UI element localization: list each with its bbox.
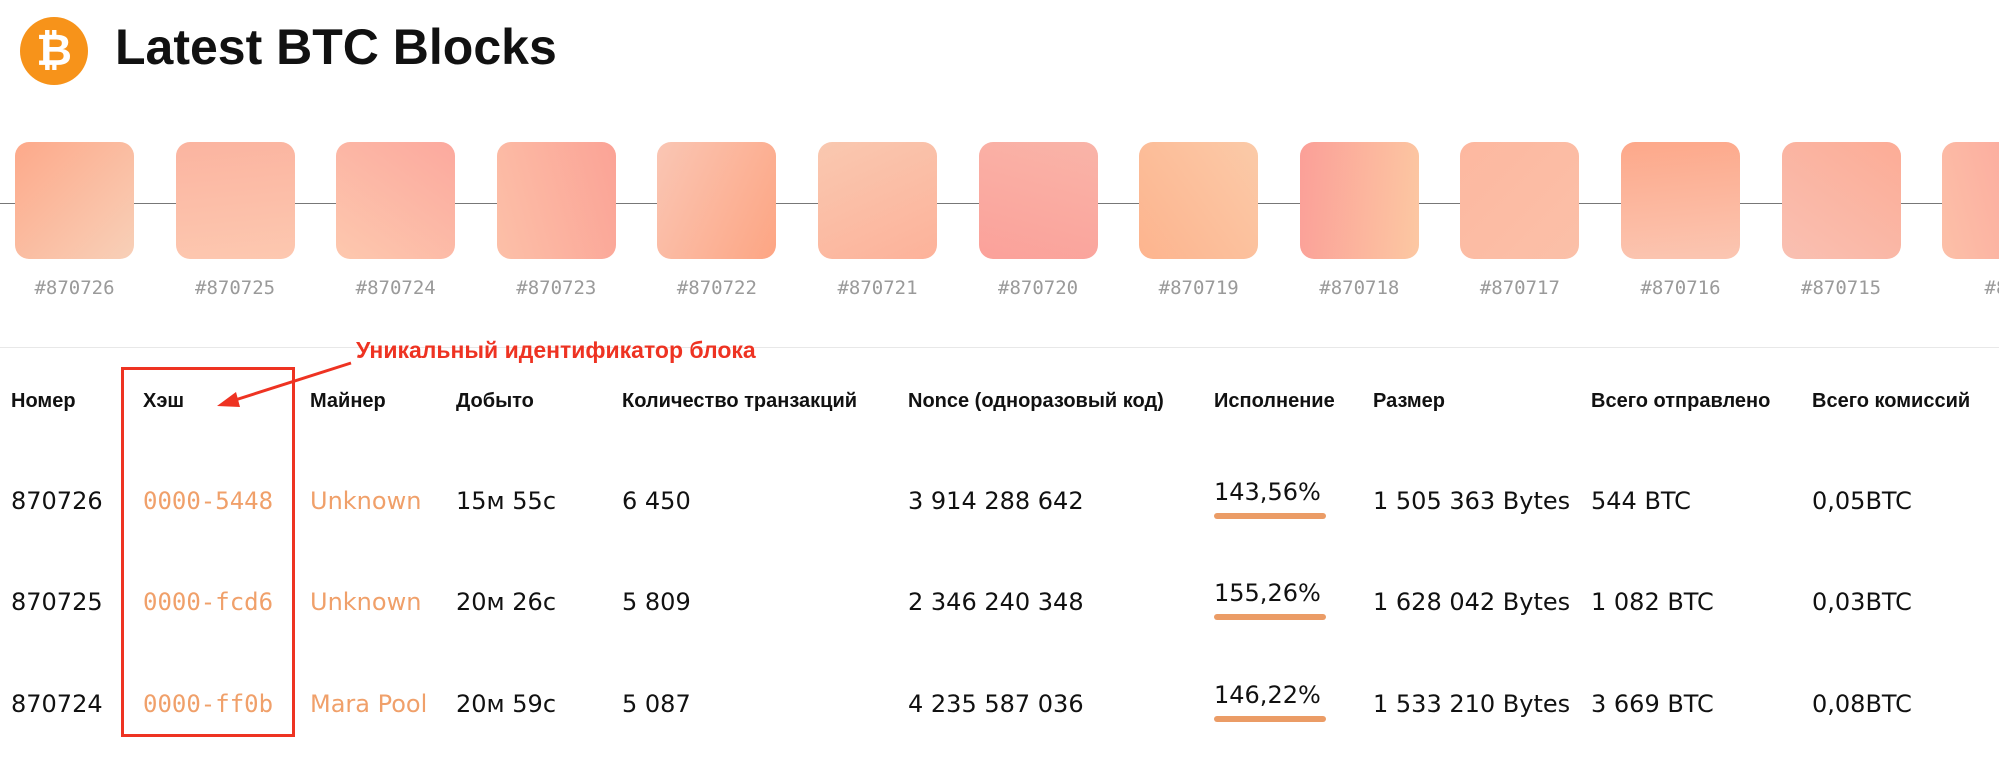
table-cell: 4 235 587 036 xyxy=(908,690,1084,718)
table-cell: 1 628 042 Bytes xyxy=(1373,588,1571,616)
block-label[interactable]: #870715 xyxy=(1801,277,1882,299)
table-cell: 5 809 xyxy=(622,588,691,616)
block-tile[interactable] xyxy=(175,142,295,259)
page-title: Latest BTC Blocks xyxy=(115,19,557,75)
block-hash[interactable]: 0000-ff0b xyxy=(143,690,274,718)
block-tile[interactable] xyxy=(336,142,456,259)
arrow-head xyxy=(217,392,240,407)
table-cell: 544 BTC xyxy=(1591,487,1691,515)
block-tile[interactable] xyxy=(15,142,134,259)
column-header: Номер xyxy=(11,390,76,412)
column-header: Добыто xyxy=(456,390,534,412)
execution-bar xyxy=(1214,716,1326,722)
table-cell: 2 346 240 348 xyxy=(908,588,1084,616)
block-label[interactable]: #870717 xyxy=(1479,277,1560,299)
block-label[interactable]: #870725 xyxy=(195,277,276,299)
column-header: Количество транзакций xyxy=(622,390,858,412)
table-cell: 0,03BTC xyxy=(1812,588,1912,616)
block-tile[interactable] xyxy=(1621,142,1740,259)
table-cell: 1 082 BTC xyxy=(1591,588,1714,616)
table-cell: 3 669 BTC xyxy=(1591,690,1714,718)
column-header: Майнер xyxy=(310,390,386,412)
arrow-line xyxy=(231,361,352,403)
table-cell: 870724 xyxy=(11,690,103,718)
block-label[interactable]: #870722 xyxy=(676,277,757,299)
block-tile[interactable] xyxy=(818,142,937,259)
separator xyxy=(0,347,1999,348)
table-cell: 1 533 210 Bytes xyxy=(1373,690,1571,718)
column-header: Nonce (одноразовый код) xyxy=(908,390,1164,412)
execution: 143,56% xyxy=(1214,478,1321,506)
table-cell: 3 914 288 642 xyxy=(908,487,1084,515)
block-label[interactable]: #870718 xyxy=(1319,277,1400,299)
table-cell: 1 505 363 Bytes xyxy=(1373,487,1571,515)
highlight-box xyxy=(121,367,295,737)
block-tile[interactable] xyxy=(1139,142,1259,259)
table-cell: 0,05BTC xyxy=(1812,487,1912,515)
miner-link[interactable]: Unknown xyxy=(310,487,422,515)
miner-link[interactable]: Unknown xyxy=(310,588,422,616)
column-header: Размер xyxy=(1373,390,1446,412)
table-cell: 0,08BTC xyxy=(1812,690,1912,718)
block-label[interactable]: #870720 xyxy=(998,277,1079,299)
block-label[interactable]: #87 xyxy=(1984,277,1999,299)
block-tile[interactable] xyxy=(496,142,616,259)
block-label[interactable]: #870726 xyxy=(34,277,115,299)
block-hash[interactable]: 0000-5448 xyxy=(143,487,274,515)
annotation: Уникальный идентификатор блока xyxy=(356,337,756,363)
block-label[interactable]: #870724 xyxy=(355,277,436,299)
column-header: Всего отправлено xyxy=(1591,390,1771,412)
execution: 155,26% xyxy=(1214,579,1321,607)
column-header: Хэш xyxy=(143,390,185,412)
block-tile[interactable] xyxy=(1299,142,1419,259)
block-tile[interactable] xyxy=(1781,142,1901,259)
block-label[interactable]: #870719 xyxy=(1158,277,1239,299)
block-tile[interactable] xyxy=(657,142,777,259)
block-chain: #870726 #870725 #870724 #870723 #870722 #8707… xyxy=(0,130,1999,310)
execution-bar xyxy=(1214,513,1326,519)
table-cell: 870725 xyxy=(11,588,103,616)
table-cell: 15м 55с xyxy=(456,487,557,515)
miner-link[interactable]: Mara Pool xyxy=(310,690,428,718)
block-hash[interactable]: 0000-fcd6 xyxy=(143,588,274,616)
block-label[interactable]: #870716 xyxy=(1640,277,1721,299)
block-label[interactable]: #870723 xyxy=(516,277,597,299)
btc-logo: ₿ xyxy=(20,17,88,85)
block-label[interactable]: #870721 xyxy=(837,277,918,299)
table-cell: 20м 59с xyxy=(456,690,557,718)
execution: 146,22% xyxy=(1214,681,1321,709)
table-cell: 5 087 xyxy=(622,690,691,718)
column-header: Исполнение xyxy=(1214,390,1335,412)
table-cell: 20м 26с xyxy=(456,588,557,616)
block-tile[interactable] xyxy=(1460,142,1580,259)
column-header: Всего комиссий xyxy=(1812,390,1971,412)
table-cell: 870726 xyxy=(11,487,103,515)
block-tile[interactable] xyxy=(978,142,1098,259)
table-cell: 6 450 xyxy=(622,487,691,515)
block-tile[interactable] xyxy=(1942,142,1999,259)
execution-bar xyxy=(1214,614,1326,620)
